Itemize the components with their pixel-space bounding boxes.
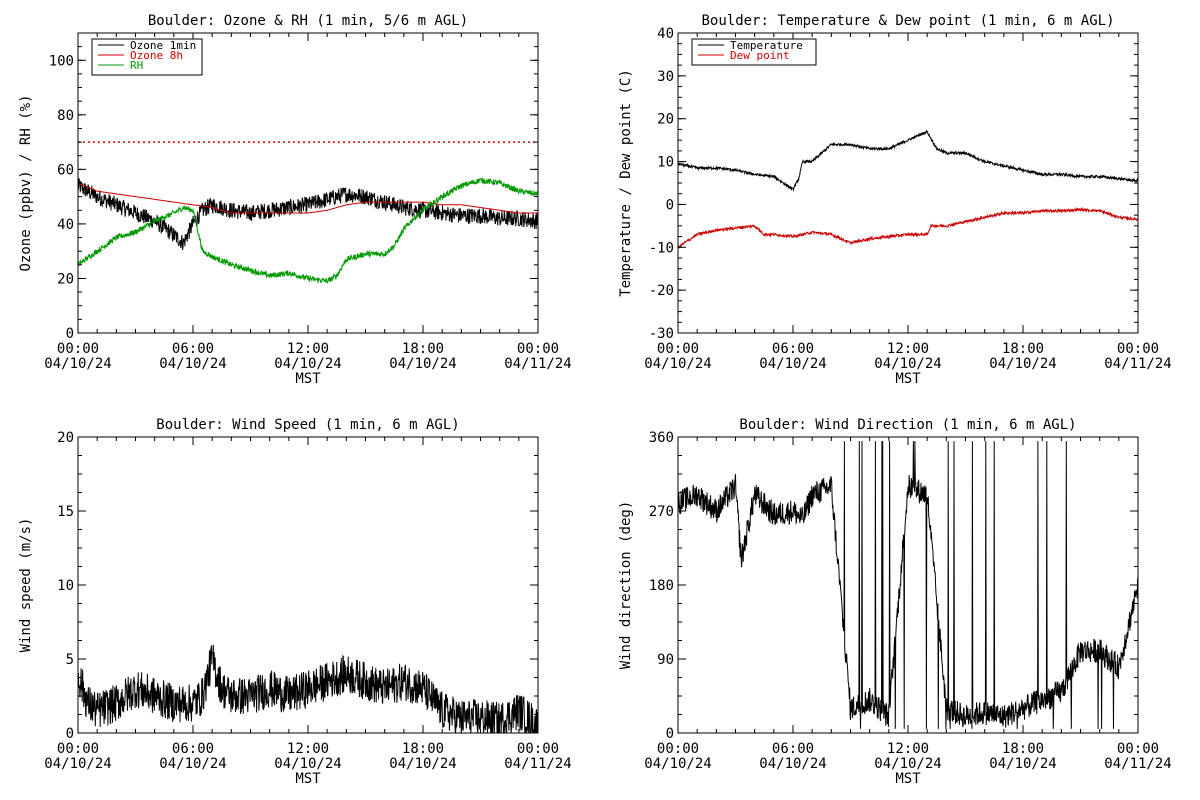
y-tick-label: 180 — [649, 578, 674, 594]
y-tick-label: -30 — [649, 326, 674, 342]
x-tick-label-date: 04/10/24 — [389, 356, 456, 372]
x-tick-label-time: 00:00 — [517, 741, 559, 757]
series-group — [678, 129, 1138, 249]
chart-title: Boulder: Wind Speed (1 min, 6 m AGL) — [156, 417, 459, 433]
x-axis-label: MST — [295, 371, 321, 387]
y-tick-label: 360 — [649, 430, 674, 446]
y-tick-label: 10 — [57, 578, 74, 594]
y-tick-label: 20 — [657, 112, 674, 128]
y-tick-label: -10 — [649, 240, 674, 256]
y-tick-label: 90 — [657, 652, 674, 668]
x-tick-label-time: 06:00 — [772, 741, 814, 757]
x-tick-label-time: 12:00 — [287, 341, 329, 357]
x-tick-label-date: 04/10/24 — [874, 756, 941, 772]
x-tick-label-time: 18:00 — [1002, 741, 1044, 757]
x-tick-label-date: 04/10/24 — [159, 756, 226, 772]
x-tick-label-time: 18:00 — [402, 341, 444, 357]
x-tick-label-time: 06:00 — [172, 341, 214, 357]
x-tick-label-date: 04/10/24 — [644, 756, 711, 772]
x-tick-label-time: 12:00 — [287, 741, 329, 757]
x-tick-label-time: 00:00 — [1117, 741, 1159, 757]
legend-label: Ozone 8h — [130, 49, 183, 62]
y-tick-label: 40 — [57, 217, 74, 233]
chart-panels: Boulder: Ozone & RH (1 min, 5/6 m AGL) 0 2… — [18, 13, 1172, 787]
y-tick-label: 0 — [66, 326, 74, 342]
x-tick-label-time: 06:00 — [172, 741, 214, 757]
legend-label: RH — [130, 59, 143, 72]
y-tick-label: 0 — [66, 726, 74, 742]
y-tick-label: 15 — [57, 504, 74, 520]
series-line-1 — [678, 206, 1138, 249]
x-tick-label-time: 00:00 — [517, 341, 559, 357]
x-tick-label-date: 04/10/24 — [274, 356, 341, 372]
y-tick-label: 100 — [49, 53, 74, 69]
x-axis-label: MST — [895, 371, 921, 387]
y-tick-label: 40 — [657, 26, 674, 42]
chart-wind_speed: Boulder: Wind Speed (1 min, 6 m AGL) 0 5 10… — [18, 417, 572, 787]
legend-label: Dew point — [730, 49, 790, 62]
x-tick-label-date: 04/10/24 — [44, 756, 111, 772]
y-axis-label: Ozone (ppbv) / RH (%) — [18, 94, 34, 271]
x-tick-label-date: 04/10/24 — [759, 356, 826, 372]
legend-label: Ozone 1min — [130, 39, 196, 52]
series-line-0 — [678, 441, 1138, 729]
x-axis-label: MST — [295, 771, 321, 787]
y-tick-label: 0 — [666, 197, 674, 213]
y-tick-label: 10 — [657, 155, 674, 171]
y-tick-label: 5 — [66, 652, 74, 668]
x-tick-label-date: 04/10/24 — [759, 756, 826, 772]
legend-label: Temperature — [730, 39, 803, 52]
chart-wind_dir: Boulder: Wind Direction (1 min, 6 m AGL)… — [618, 417, 1172, 787]
y-tick-label: 60 — [57, 162, 74, 178]
x-tick-label-date: 04/11/24 — [504, 356, 571, 372]
x-tick-label-date: 04/10/24 — [874, 356, 941, 372]
x-tick-label-time: 00:00 — [57, 741, 99, 757]
chart-temp_dew: Boulder: Temperature & Dew point (1 min,… — [618, 13, 1172, 387]
chart-title: Boulder: Temperature & Dew point (1 min,… — [701, 13, 1114, 29]
x-tick-label-date: 04/10/24 — [389, 756, 456, 772]
x-tick-label-date: 04/11/24 — [504, 756, 571, 772]
y-tick-label: 20 — [57, 430, 74, 446]
chart-title: Boulder: Wind Direction (1 min, 6 m AGL) — [739, 417, 1076, 433]
x-tick-label-time: 00:00 — [1117, 341, 1159, 357]
legend-box — [691, 38, 817, 66]
x-tick-label-date: 04/10/24 — [44, 356, 111, 372]
x-tick-label-date: 04/10/24 — [644, 356, 711, 372]
series-line-2 — [78, 177, 538, 284]
x-tick-label-time: 06:00 — [772, 341, 814, 357]
x-tick-label-time: 18:00 — [1002, 341, 1044, 357]
y-tick-label: 20 — [57, 271, 74, 287]
x-tick-label-time: 00:00 — [657, 741, 699, 757]
series-group — [78, 177, 538, 284]
chart-title: Boulder: Ozone & RH (1 min, 5/6 m AGL) — [148, 13, 468, 29]
y-tick-label: 30 — [657, 69, 674, 85]
y-tick-label: 80 — [57, 108, 74, 124]
y-tick-label: -20 — [649, 283, 674, 299]
y-axis-label: Temperature / Dew point (C) — [618, 69, 634, 297]
x-tick-label-time: 12:00 — [887, 341, 929, 357]
series-line-0 — [678, 129, 1138, 192]
x-tick-label-time: 18:00 — [402, 741, 444, 757]
y-tick-label: 270 — [649, 504, 674, 520]
x-tick-label-date: 04/10/24 — [989, 756, 1056, 772]
x-axis-label: MST — [895, 771, 921, 787]
x-tick-label-date: 04/10/24 — [989, 356, 1056, 372]
x-tick-label-time: 12:00 — [887, 741, 929, 757]
series-line-1 — [78, 182, 538, 214]
y-tick-label: 0 — [666, 726, 674, 742]
x-tick-label-date: 04/10/24 — [274, 756, 341, 772]
x-tick-label-time: 00:00 — [657, 341, 699, 357]
y-axis-label: Wind direction (deg) — [618, 501, 634, 670]
y-axis-label: Wind speed (m/s) — [18, 518, 34, 653]
series-group — [678, 441, 1138, 729]
x-tick-label-date: 04/11/24 — [1104, 356, 1171, 372]
chart-ozone_rh: Boulder: Ozone & RH (1 min, 5/6 m AGL) 0 2… — [18, 13, 572, 387]
x-tick-label-date: 04/10/24 — [159, 356, 226, 372]
x-tick-label-date: 04/11/24 — [1104, 756, 1171, 772]
x-tick-label-time: 00:00 — [57, 341, 99, 357]
